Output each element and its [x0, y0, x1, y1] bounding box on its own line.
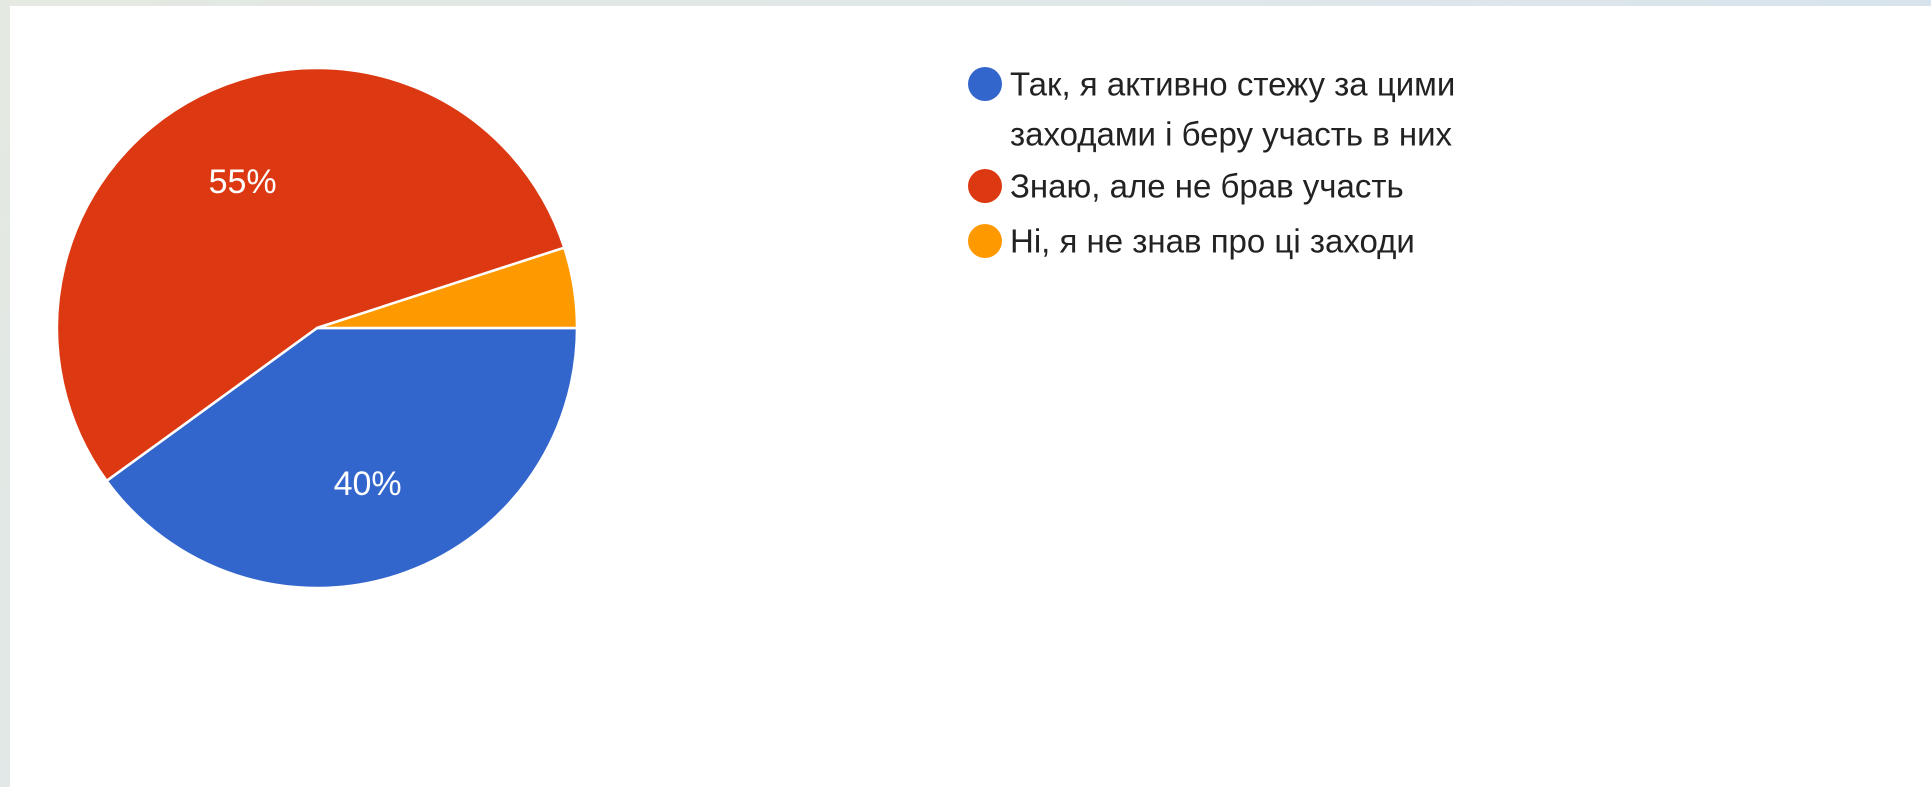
pie-slice[interactable] — [105, 326, 579, 590]
pie-slice-value-label: 55% — [209, 163, 277, 201]
legend-label: заходами і беру участь в них — [1010, 116, 1453, 153]
legend-swatch — [968, 224, 1002, 258]
legend-label: Знаю, але не брав участь — [1010, 168, 1404, 205]
pie-slices — [55, 66, 579, 590]
pie-slice[interactable] — [315, 246, 579, 330]
pie-chart: 40% 55% Так, я активно стежу за цими заход… — [55, 66, 1455, 590]
pie-slice-labels: 40% 55% — [209, 163, 402, 503]
legend-item[interactable]: Знаю, але не брав участь — [968, 168, 1404, 205]
legend-label: Ні, я не знав про ці заходи — [1010, 223, 1415, 260]
legend-item[interactable]: Так, я активно стежу за цими заходами і б… — [968, 66, 1455, 153]
legend-label: Так, я активно стежу за цими — [1010, 66, 1455, 103]
chart-legend: Так, я активно стежу за цими заходами і б… — [968, 66, 1455, 260]
pie-slice[interactable] — [55, 66, 566, 483]
legend-swatch — [968, 67, 1002, 101]
legend-swatch — [968, 169, 1002, 203]
legend-item[interactable]: Ні, я не знав про ці заходи — [968, 223, 1415, 260]
pie-slice-value-label: 40% — [334, 465, 402, 503]
chart-panel: 40% 55% Так, я активно стежу за цими заход… — [10, 6, 1931, 787]
